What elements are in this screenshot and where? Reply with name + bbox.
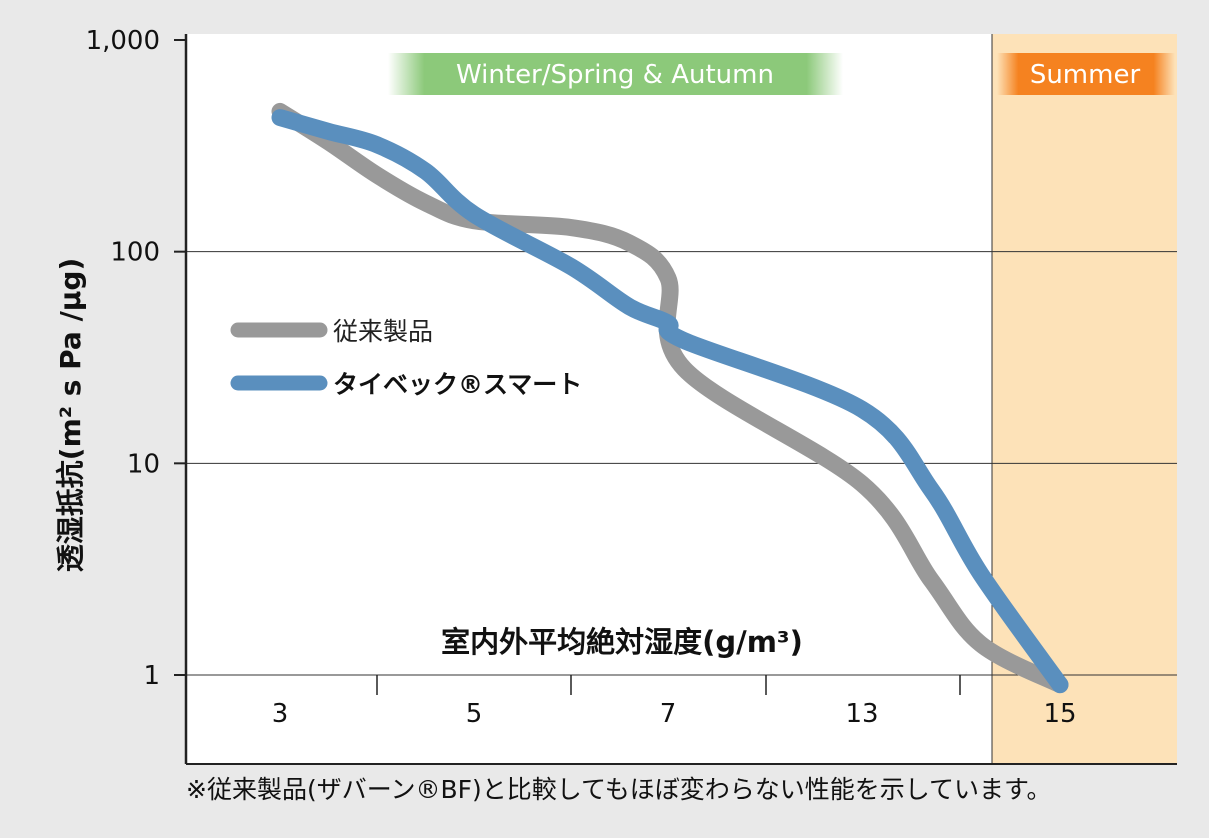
gridlines [186, 251, 1177, 676]
legend-label-tyvek: タイベック®スマート [333, 370, 582, 399]
x-tick-label: 3 [272, 699, 289, 729]
x-axis-title: 室内外平均絶対湿度(g/m³) [441, 625, 803, 659]
y-tick-label: 10 [127, 449, 160, 479]
series-lines [271, 102, 1069, 694]
x-ticks: 3 5 7 13 15 [272, 675, 1077, 729]
x-tick-label: 13 [845, 699, 878, 729]
x-tick-label: 5 [466, 699, 483, 729]
winter-band-label: Winter/Spring & Autumn [456, 60, 774, 90]
winter-band-label-bg [388, 53, 843, 95]
x-tick-label: 7 [660, 699, 677, 729]
y-tick-label: 100 [110, 238, 160, 268]
y-tick-label: 1 [143, 661, 160, 691]
series-line-conventional [271, 102, 1069, 694]
summer-band-label: Summer [1030, 60, 1141, 90]
legend-label-conventional: 従来製品 [333, 317, 433, 346]
series-line-tyvek [271, 109, 1069, 694]
x-tick-label: 15 [1043, 699, 1076, 729]
legend: 従来製品 タイベック®スマート [230, 317, 582, 399]
footnote: ※従来製品(ザバーン®BF)と比較してもほぼ変わらない性能を示しています。 [186, 775, 1052, 804]
y-tick-label: 1,000 [86, 26, 160, 56]
y-ticks: 1 10 100 1,000 [86, 26, 186, 691]
summer-band [992, 34, 1177, 764]
y-axis-title: 透湿抵抗(m² s Pa /μg) [54, 258, 87, 572]
summer-band-label-bg [997, 53, 1175, 95]
